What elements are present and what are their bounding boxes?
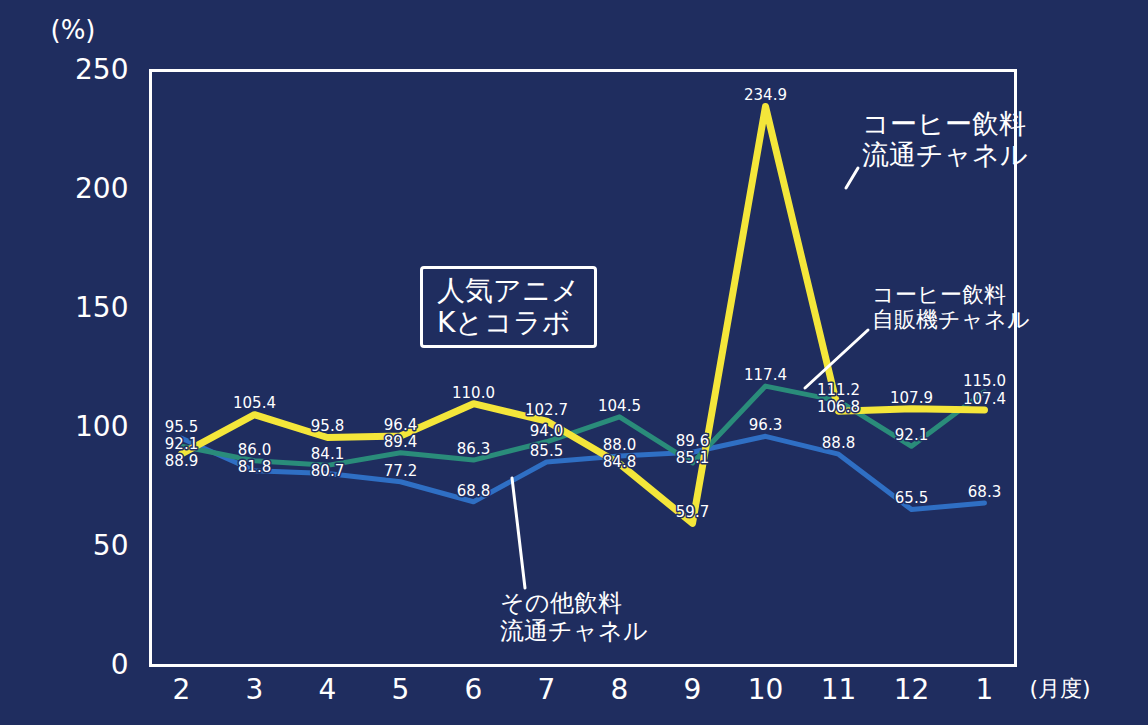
svg-text:10: 10 (748, 673, 784, 706)
svg-text:88.0: 88.0 (603, 436, 636, 454)
svg-text:7: 7 (538, 673, 556, 706)
svg-text:68.3: 68.3 (968, 483, 1001, 501)
svg-text:96.4: 96.4 (384, 416, 417, 434)
svg-text:12: 12 (894, 673, 930, 706)
svg-text:95.5: 95.5 (165, 418, 198, 436)
svg-text:100: 100 (75, 410, 128, 443)
html-text:人気アニメ Kとコラボ: 人気アニメ Kとコラボ (437, 274, 580, 340)
svg-text:68.8: 68.8 (457, 482, 490, 500)
svg-text:107.9: 107.9 (890, 388, 933, 406)
svg-text:84.1: 84.1 (311, 445, 344, 463)
svg-text:96.3: 96.3 (749, 416, 782, 434)
svg-text:(月度): (月度) (1030, 676, 1091, 701)
svg-text:115.0: 115.0 (963, 372, 1006, 390)
svg-text:110.0: 110.0 (452, 384, 495, 402)
svg-text:85.5: 85.5 (530, 442, 563, 460)
svg-text:88.9: 88.9 (165, 452, 198, 470)
html-text:コーヒー飲料 自販機チャネル: コーヒー飲料 自販機チャネル (872, 282, 1030, 333)
svg-text:59.7: 59.7 (676, 503, 709, 521)
svg-text:77.2: 77.2 (384, 462, 417, 480)
svg-text:5: 5 (392, 673, 410, 706)
svg-text:4: 4 (319, 673, 337, 706)
svg-text:89.4: 89.4 (384, 433, 417, 451)
svg-text:102.7: 102.7 (525, 401, 568, 419)
svg-text:150: 150 (75, 291, 128, 324)
svg-text:11: 11 (821, 673, 857, 706)
svg-text:81.8: 81.8 (238, 458, 271, 476)
html-text:その他飲料 流通チャネル: その他飲料 流通チャネル (500, 589, 648, 645)
svg-text:85.1: 85.1 (676, 449, 709, 467)
svg-text:84.8: 84.8 (603, 453, 636, 471)
svg-text:86.0: 86.0 (238, 441, 271, 459)
svg-text:104.5: 104.5 (598, 397, 641, 415)
svg-text:250: 250 (75, 53, 128, 86)
svg-text:3: 3 (246, 673, 264, 706)
svg-text:92.1: 92.1 (895, 426, 928, 444)
svg-text:9: 9 (684, 673, 702, 706)
svg-text:117.4: 117.4 (744, 366, 787, 384)
svg-text:234.9: 234.9 (744, 86, 787, 104)
svg-text:200: 200 (75, 172, 128, 205)
svg-text:88.8: 88.8 (822, 434, 855, 452)
svg-text:65.5: 65.5 (895, 489, 928, 507)
svg-text:8: 8 (611, 673, 629, 706)
svg-text:106.8: 106.8 (817, 398, 860, 416)
svg-text:89.6: 89.6 (676, 432, 709, 450)
svg-text:111.2: 111.2 (817, 381, 860, 399)
svg-text:0: 0 (111, 648, 129, 681)
svg-text:80.7: 80.7 (311, 462, 344, 480)
svg-text:50: 50 (93, 529, 129, 562)
svg-text:94.0: 94.0 (530, 422, 563, 440)
svg-text:86.3: 86.3 (457, 440, 490, 458)
html-text:コーヒー飲料 流通チャネル: コーヒー飲料 流通チャネル (862, 108, 1028, 170)
svg-text:95.8: 95.8 (311, 417, 344, 435)
svg-text:105.4: 105.4 (233, 394, 276, 412)
svg-text:1: 1 (976, 673, 994, 706)
svg-text:(%): (%) (51, 15, 96, 45)
svg-text:92.1: 92.1 (165, 435, 198, 453)
svg-text:6: 6 (465, 673, 483, 706)
svg-text:2: 2 (173, 673, 191, 706)
svg-text:107.4: 107.4 (963, 390, 1006, 408)
